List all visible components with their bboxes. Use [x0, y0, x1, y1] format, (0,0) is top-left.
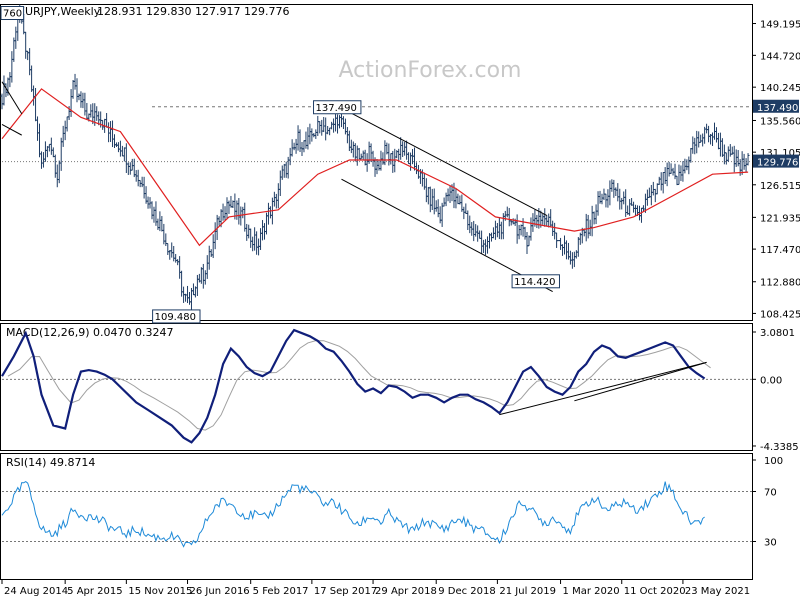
x-tick-label: 23 May 2021 — [685, 586, 750, 597]
x-tick-label: 11 Oct 2020 — [624, 586, 686, 597]
macd-y-tick-label: -4.3385 — [760, 442, 799, 453]
price-panel — [0, 4, 753, 321]
rsi-y-tick-label: 70 — [764, 488, 777, 499]
wedge-upper-line — [1, 81, 23, 115]
price-ohlc-close: 129.776 — [244, 5, 290, 18]
price-y-tick-label: 135.560 — [760, 116, 800, 127]
price-y-tick-label: 117.470 — [760, 245, 800, 256]
level-label-box — [313, 100, 362, 115]
x-tick-label: 15 Nov 2015 — [128, 586, 192, 597]
x-tick-label: 29 Apr 2018 — [375, 586, 437, 597]
price-y-tick-label: 112.880 — [760, 278, 800, 289]
price-y-tick-label: 144.720 — [760, 51, 800, 62]
rsi-series-layer — [1, 480, 752, 548]
price-y-tick-label: 131.105 — [760, 148, 800, 159]
rsi-y-tick-label: 100 — [764, 456, 783, 467]
x-tick-label: 17 Sep 2017 — [314, 586, 377, 597]
macd-y-tick-label: 3.0801 — [760, 328, 795, 339]
macd-trendline — [499, 361, 707, 416]
macd-series-layer — [1, 328, 752, 444]
x-tick-label: 21 Jul 2019 — [499, 586, 556, 597]
x-tick-label: 1 Mar 2020 — [563, 586, 620, 597]
level-label: 137.490 — [316, 103, 357, 114]
x-tick-label: 24 Aug 2014 — [4, 586, 68, 597]
resistance-axis-label: 137.490 — [757, 103, 798, 114]
level-label: 760 — [3, 9, 22, 20]
last-price-axis-label-box — [753, 154, 799, 168]
rsi-title: RSI(14) 49.8714 — [6, 456, 95, 469]
level-label-box — [511, 274, 560, 289]
sma-line — [1, 88, 749, 247]
macd-line — [1, 328, 706, 444]
axes-layer: 149.195 144.720 140.245 135.560 131.105 126.5… — [1, 20, 800, 597]
x-tick-label: 26 Jun 2016 — [190, 586, 250, 597]
level-label: 114.420 — [514, 277, 555, 288]
price-title: EURJPY,Weekly — [18, 5, 101, 18]
last-price-axis-label: 129.776 — [757, 158, 798, 169]
level-label: 109.480 — [155, 312, 196, 323]
x-tick-label: 9 Dec 2018 — [438, 586, 496, 597]
channel-upper-line — [337, 105, 547, 216]
macd-y-tick-label: 0.00 — [760, 375, 782, 386]
x-tick-label: 5 Feb 2017 — [253, 586, 309, 597]
price-series-layer: 760 137.490 109.480 114.420 — [0, 4, 752, 324]
macd-signal-line — [7, 340, 711, 431]
x-tick-label: 5 Apr 2015 — [67, 586, 122, 597]
price-ohlc-low: 127.917 — [195, 5, 241, 18]
macd-trendline — [574, 361, 707, 402]
price-y-tick-label: 126.515 — [760, 181, 800, 192]
watermark: ActionForex.com — [339, 58, 522, 83]
level-label-box — [152, 309, 201, 324]
price-y-tick-label: 121.935 — [760, 213, 800, 224]
rsi-panel — [0, 453, 753, 580]
channel-lower-line — [341, 178, 553, 292]
price-y-tick-label: 108.425 — [760, 309, 800, 320]
price-y-tick-label: 140.245 — [760, 83, 800, 94]
level-label-box — [0, 6, 25, 21]
price-y-tick-label: 149.195 — [760, 20, 800, 31]
macd-title: MACD(12,26,9) 0.0470 0.3247 — [6, 326, 174, 339]
macd-panel — [0, 323, 753, 451]
price-ohlc-open: 128.931 — [97, 5, 143, 18]
wedge-lower-line — [1, 124, 22, 136]
rsi-line — [1, 480, 705, 548]
price-ohlc-high: 129.830 — [146, 5, 192, 18]
rsi-y-tick-label: 30 — [764, 538, 777, 549]
resistance-axis-label-box — [753, 99, 799, 113]
